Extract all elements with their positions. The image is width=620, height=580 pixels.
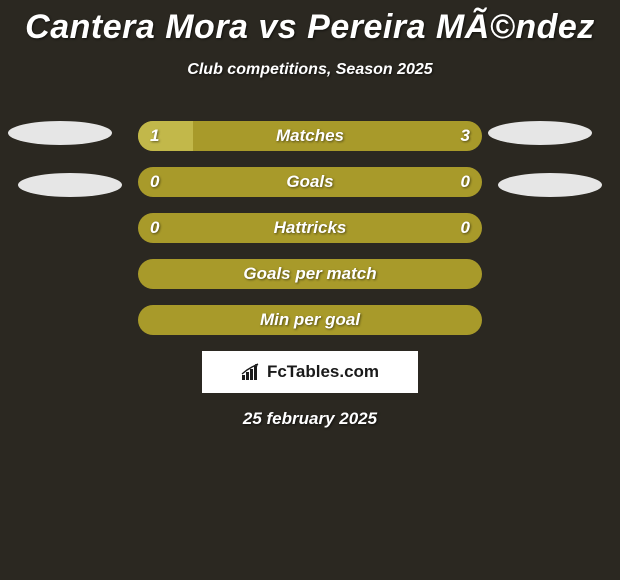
page-title: Cantera Mora vs Pereira MÃ©ndez xyxy=(0,0,620,47)
stat-label: Goals xyxy=(138,167,482,197)
brand-chart-icon xyxy=(241,363,263,381)
stat-row: 00Goals xyxy=(0,167,620,197)
comparison-chart: 13Matches 00Goals 00Hattricks Goals per mat… xyxy=(0,121,620,335)
stat-row: 00Hattricks xyxy=(0,213,620,243)
brand-box: FcTables.com xyxy=(202,351,418,393)
stat-label: Hattricks xyxy=(138,213,482,243)
page-subtitle: Club competitions, Season 2025 xyxy=(0,61,620,79)
brand-text: FcTables.com xyxy=(267,362,379,382)
stat-label: Matches xyxy=(138,121,482,151)
stat-label: Goals per match xyxy=(138,259,482,289)
stat-row: Min per goal xyxy=(0,305,620,335)
stat-row: Goals per match xyxy=(0,259,620,289)
stat-label: Min per goal xyxy=(138,305,482,335)
stat-row: 13Matches xyxy=(0,121,620,151)
date-text: 25 february 2025 xyxy=(0,409,620,429)
